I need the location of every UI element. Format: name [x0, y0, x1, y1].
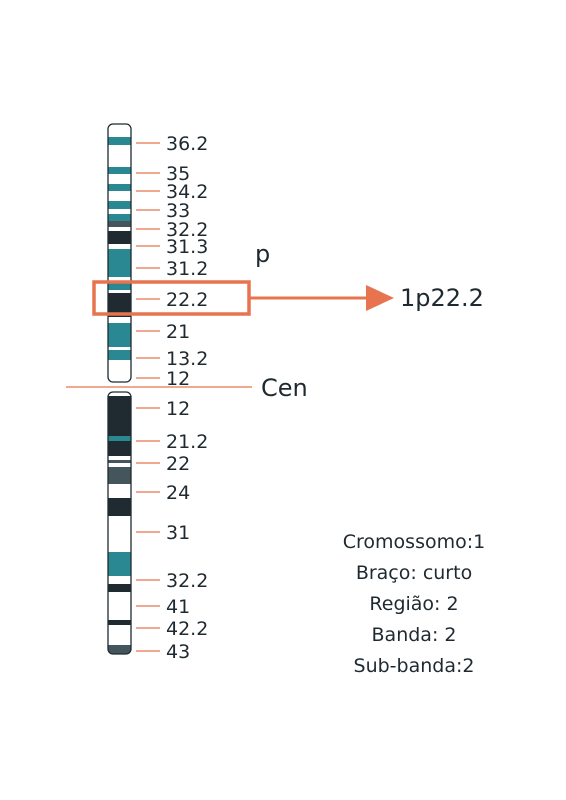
- chromosome-band: [108, 145, 131, 167]
- chromosome-p-arm: [107, 123, 132, 383]
- band-label: 33: [166, 200, 190, 222]
- chromosome-band: [108, 214, 131, 221]
- band-label: 32.2: [166, 570, 208, 592]
- info-block: Cromossomo:1 Braço: curto Região: 2 Band…: [343, 531, 485, 677]
- chromosome-band: [108, 552, 131, 576]
- highlight-arrow-head: [366, 285, 394, 311]
- chromosome-band: [108, 174, 131, 184]
- band-label: 12: [166, 368, 190, 390]
- chromosome-band: [108, 620, 131, 625]
- band-label: 41: [166, 596, 190, 618]
- chromosome-band: [108, 516, 131, 552]
- band-label: 36.2: [166, 133, 208, 155]
- arm-label: p: [255, 240, 270, 268]
- chromosome-band: [108, 360, 131, 382]
- band-label: 21.2: [166, 431, 208, 453]
- band-label: 24: [166, 482, 190, 504]
- band-label: 31.3: [166, 236, 208, 258]
- chromosome-band: [108, 396, 131, 436]
- centromere-label: Cen: [261, 374, 308, 402]
- chromosome-band: [108, 137, 131, 145]
- chromosome-q-arm: [107, 391, 132, 655]
- band-label: 42.2: [166, 618, 208, 640]
- chromosome-band: [108, 645, 131, 654]
- band-label: 34.2: [166, 181, 208, 203]
- band-label: 12: [166, 398, 190, 420]
- chromosome-band: [108, 231, 131, 244]
- chromosome-band: [108, 249, 131, 277]
- chromosome-band: [108, 167, 131, 174]
- chromosome-band: [108, 201, 131, 209]
- chromosome-band: [108, 244, 131, 249]
- chromosome-band: [108, 484, 131, 498]
- chromosome-band: [108, 347, 131, 350]
- chromosome-outline: [107, 123, 132, 383]
- chromosome-band: [108, 221, 131, 227]
- chromosome-band: [108, 290, 131, 293]
- chromosome-band: [108, 209, 131, 214]
- band-label: 13.2: [166, 348, 208, 370]
- info-region: Região: 2: [369, 593, 458, 615]
- band-label: 22.2: [166, 289, 208, 311]
- chromosome-band: [108, 277, 131, 281]
- info-chromosome: Cromossomo:1: [343, 531, 485, 553]
- chromosome-band: [108, 576, 131, 584]
- band-label: 32.2: [166, 219, 208, 241]
- band-label: 43: [166, 641, 190, 663]
- chromosome-band: [108, 467, 131, 484]
- chromosome-band: [108, 293, 131, 317]
- band-label: 31: [166, 522, 190, 544]
- chromosome-band: [108, 584, 131, 592]
- info-arm: Braço: curto: [356, 562, 472, 584]
- band-label: 31.2: [166, 258, 208, 280]
- highlight-label: 1p22.2: [400, 284, 484, 312]
- chromosome-band: [108, 460, 131, 463]
- chromosome-band: [108, 592, 131, 620]
- chromosome-band: [108, 498, 131, 516]
- chromosome-band: [108, 281, 131, 290]
- band-label: 22: [166, 453, 190, 475]
- chromosome-band: [108, 184, 131, 191]
- chromosome-band: [108, 227, 131, 231]
- chromosome-band: [108, 625, 131, 645]
- chromosome-band: [108, 392, 131, 396]
- chromosome-band: [108, 456, 131, 460]
- info-subband: Sub-banda:2: [354, 655, 475, 677]
- band-label: 35: [166, 163, 190, 185]
- chromosome-band: [108, 124, 131, 137]
- chromosome-band: [108, 323, 131, 347]
- chromosome-band: [108, 463, 131, 467]
- chromosome-band: [108, 350, 131, 360]
- chromosome-band: [108, 441, 131, 456]
- chromosome-outline: [107, 391, 132, 655]
- band-label: 21: [166, 321, 190, 343]
- chromosome-band: [108, 436, 131, 441]
- chromosome-band: [108, 317, 131, 323]
- info-band: Banda: 2: [372, 624, 457, 646]
- chromosome-band: [108, 191, 131, 201]
